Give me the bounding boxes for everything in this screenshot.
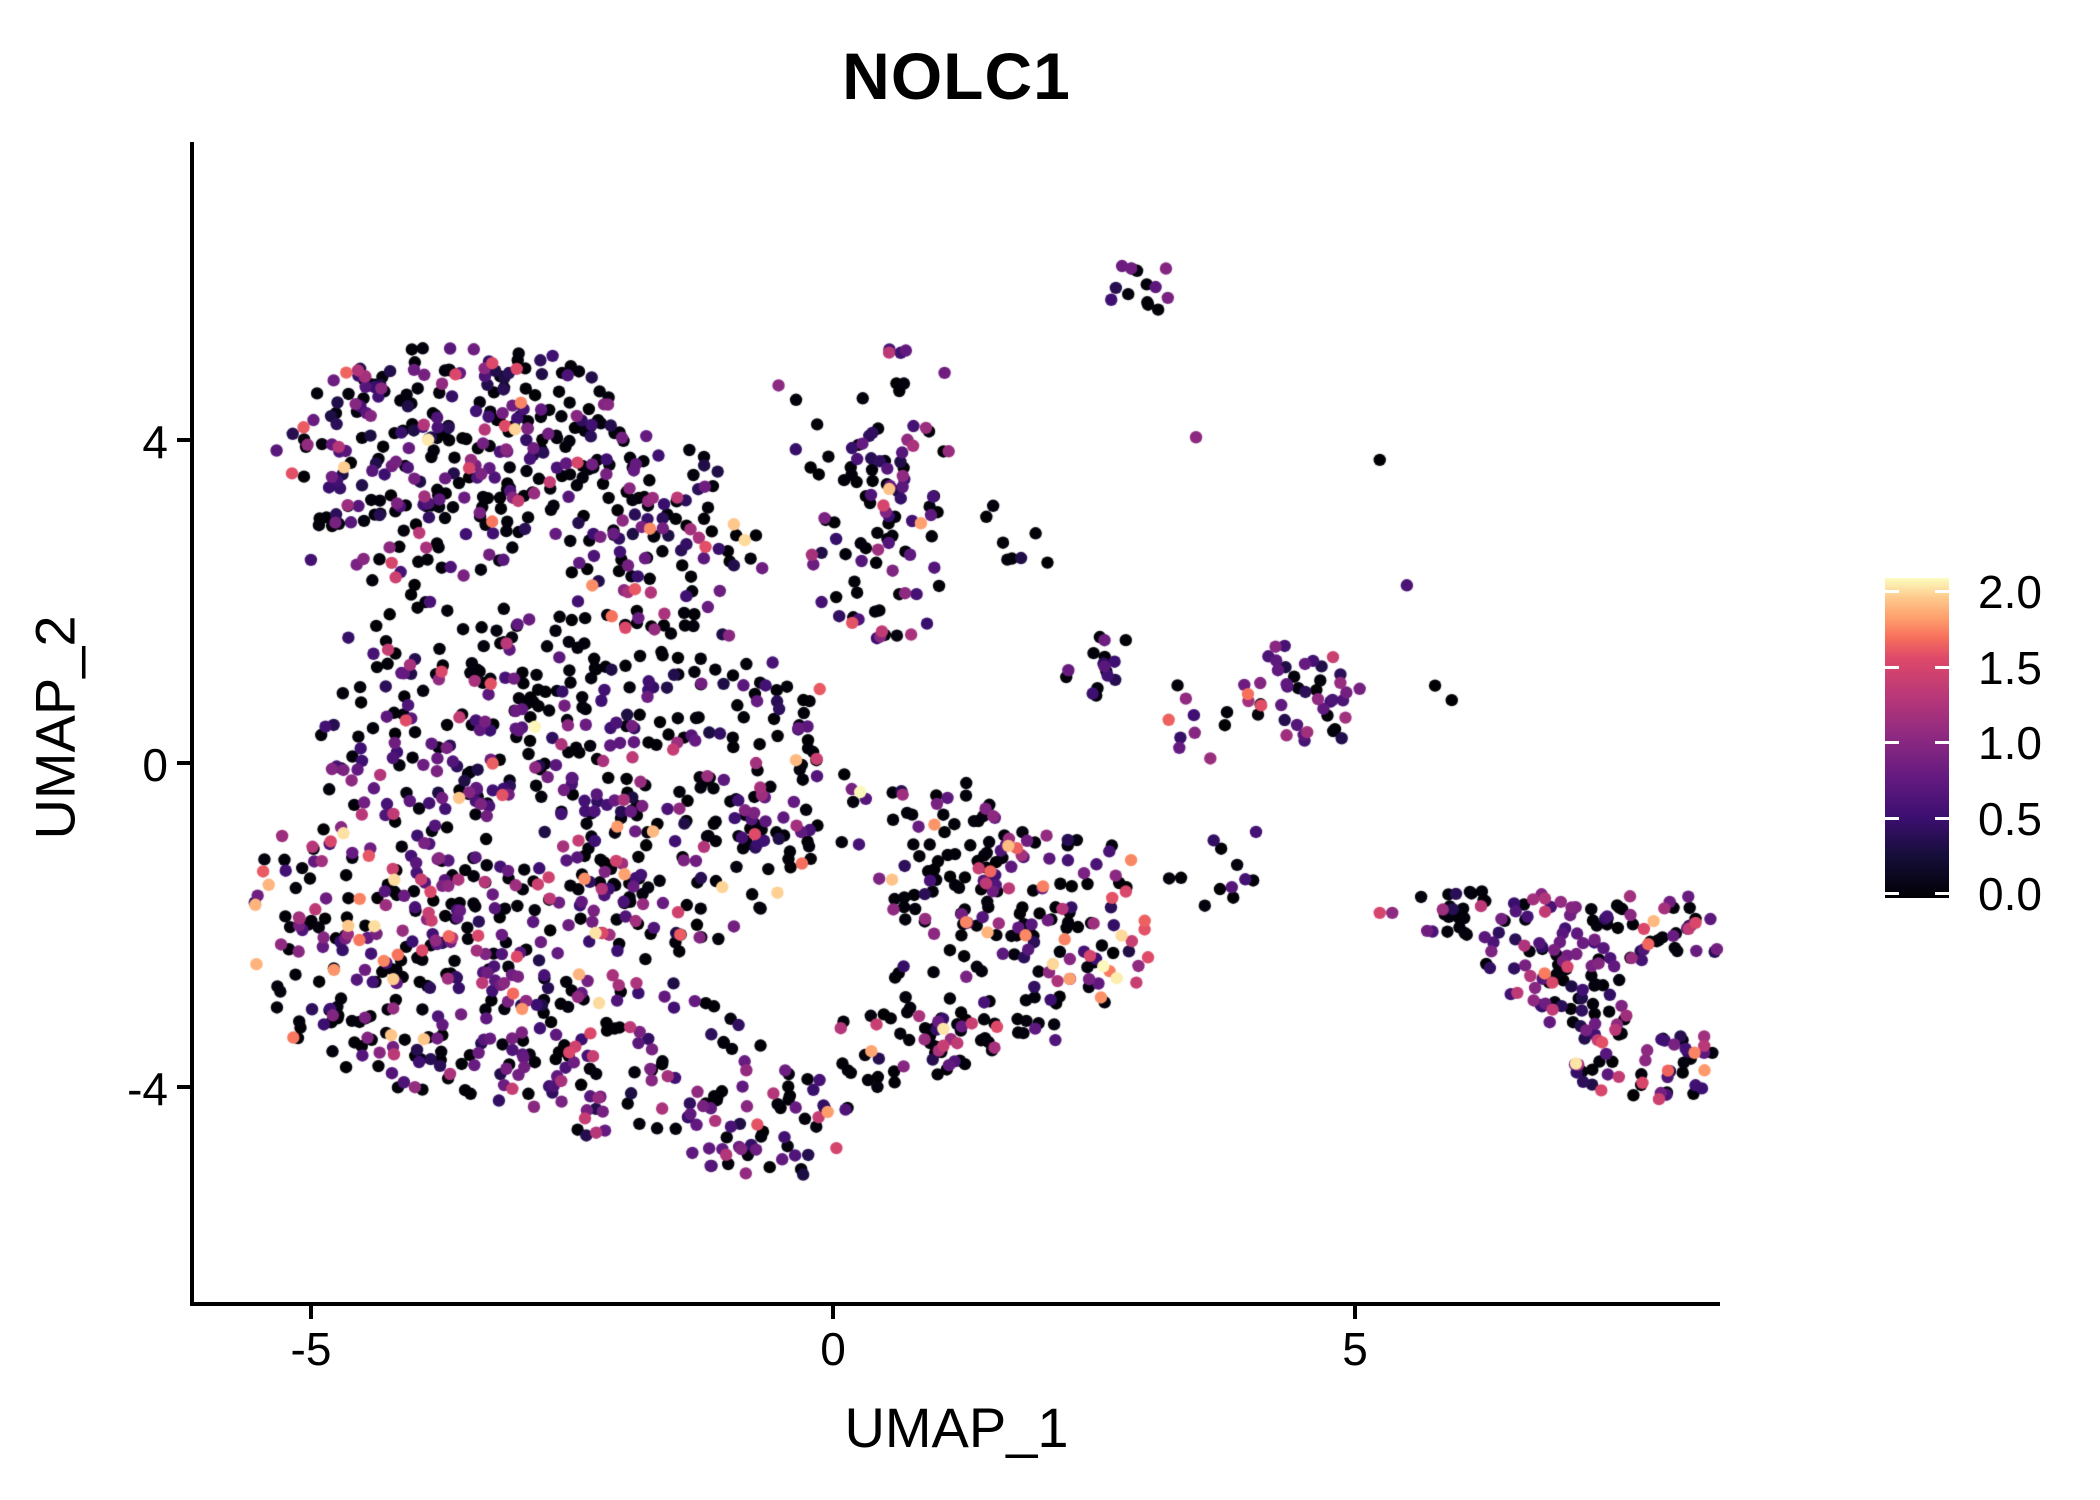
colorbar-tick-mark	[1885, 590, 1899, 593]
colorbar-tick-mark	[1885, 892, 1899, 895]
colorbar-tick-mark	[1935, 741, 1949, 744]
x-tick-mark	[1353, 1306, 1357, 1319]
colorbar-tick-mark	[1885, 817, 1899, 820]
x-tick-mark	[831, 1306, 835, 1319]
colorbar-tick-label: 0.0	[1978, 868, 2042, 920]
colorbar-tick-mark	[1935, 892, 1949, 895]
y-tick-mark	[177, 761, 190, 765]
colorbar-tick-label: 2.0	[1978, 566, 2042, 618]
y-axis-title: UMAP_2	[23, 615, 87, 840]
x-tick-label: -5	[290, 1323, 332, 1375]
colorbar-tick-label: 1.0	[1978, 717, 2042, 769]
x-tick-label: 5	[1342, 1323, 1368, 1375]
plot-title: NOLC1	[842, 39, 1071, 113]
x-axis-line	[190, 1302, 1720, 1306]
colorbar-tick-label: 1.5	[1978, 642, 2042, 694]
colorbar-tick-mark	[1885, 741, 1899, 744]
colorbar-tick-label: 0.5	[1978, 793, 2042, 845]
colorbar-tick-mark	[1935, 666, 1949, 669]
x-tick-mark	[309, 1306, 313, 1319]
colorbar-tick-mark	[1935, 590, 1949, 593]
colorbar-gradient	[1885, 578, 1949, 898]
y-tick-label: 4	[142, 416, 168, 468]
y-axis-line	[190, 142, 194, 1306]
y-tick-mark	[177, 1085, 190, 1089]
colorbar-tick-mark	[1935, 817, 1949, 820]
y-tick-mark	[177, 438, 190, 442]
x-tick-label: 0	[820, 1323, 846, 1375]
y-tick-label: 0	[142, 739, 168, 791]
y-tick-label: -4	[127, 1063, 168, 1115]
x-axis-title: UMAP_1	[844, 1396, 1069, 1459]
colorbar-tick-mark	[1885, 666, 1899, 669]
